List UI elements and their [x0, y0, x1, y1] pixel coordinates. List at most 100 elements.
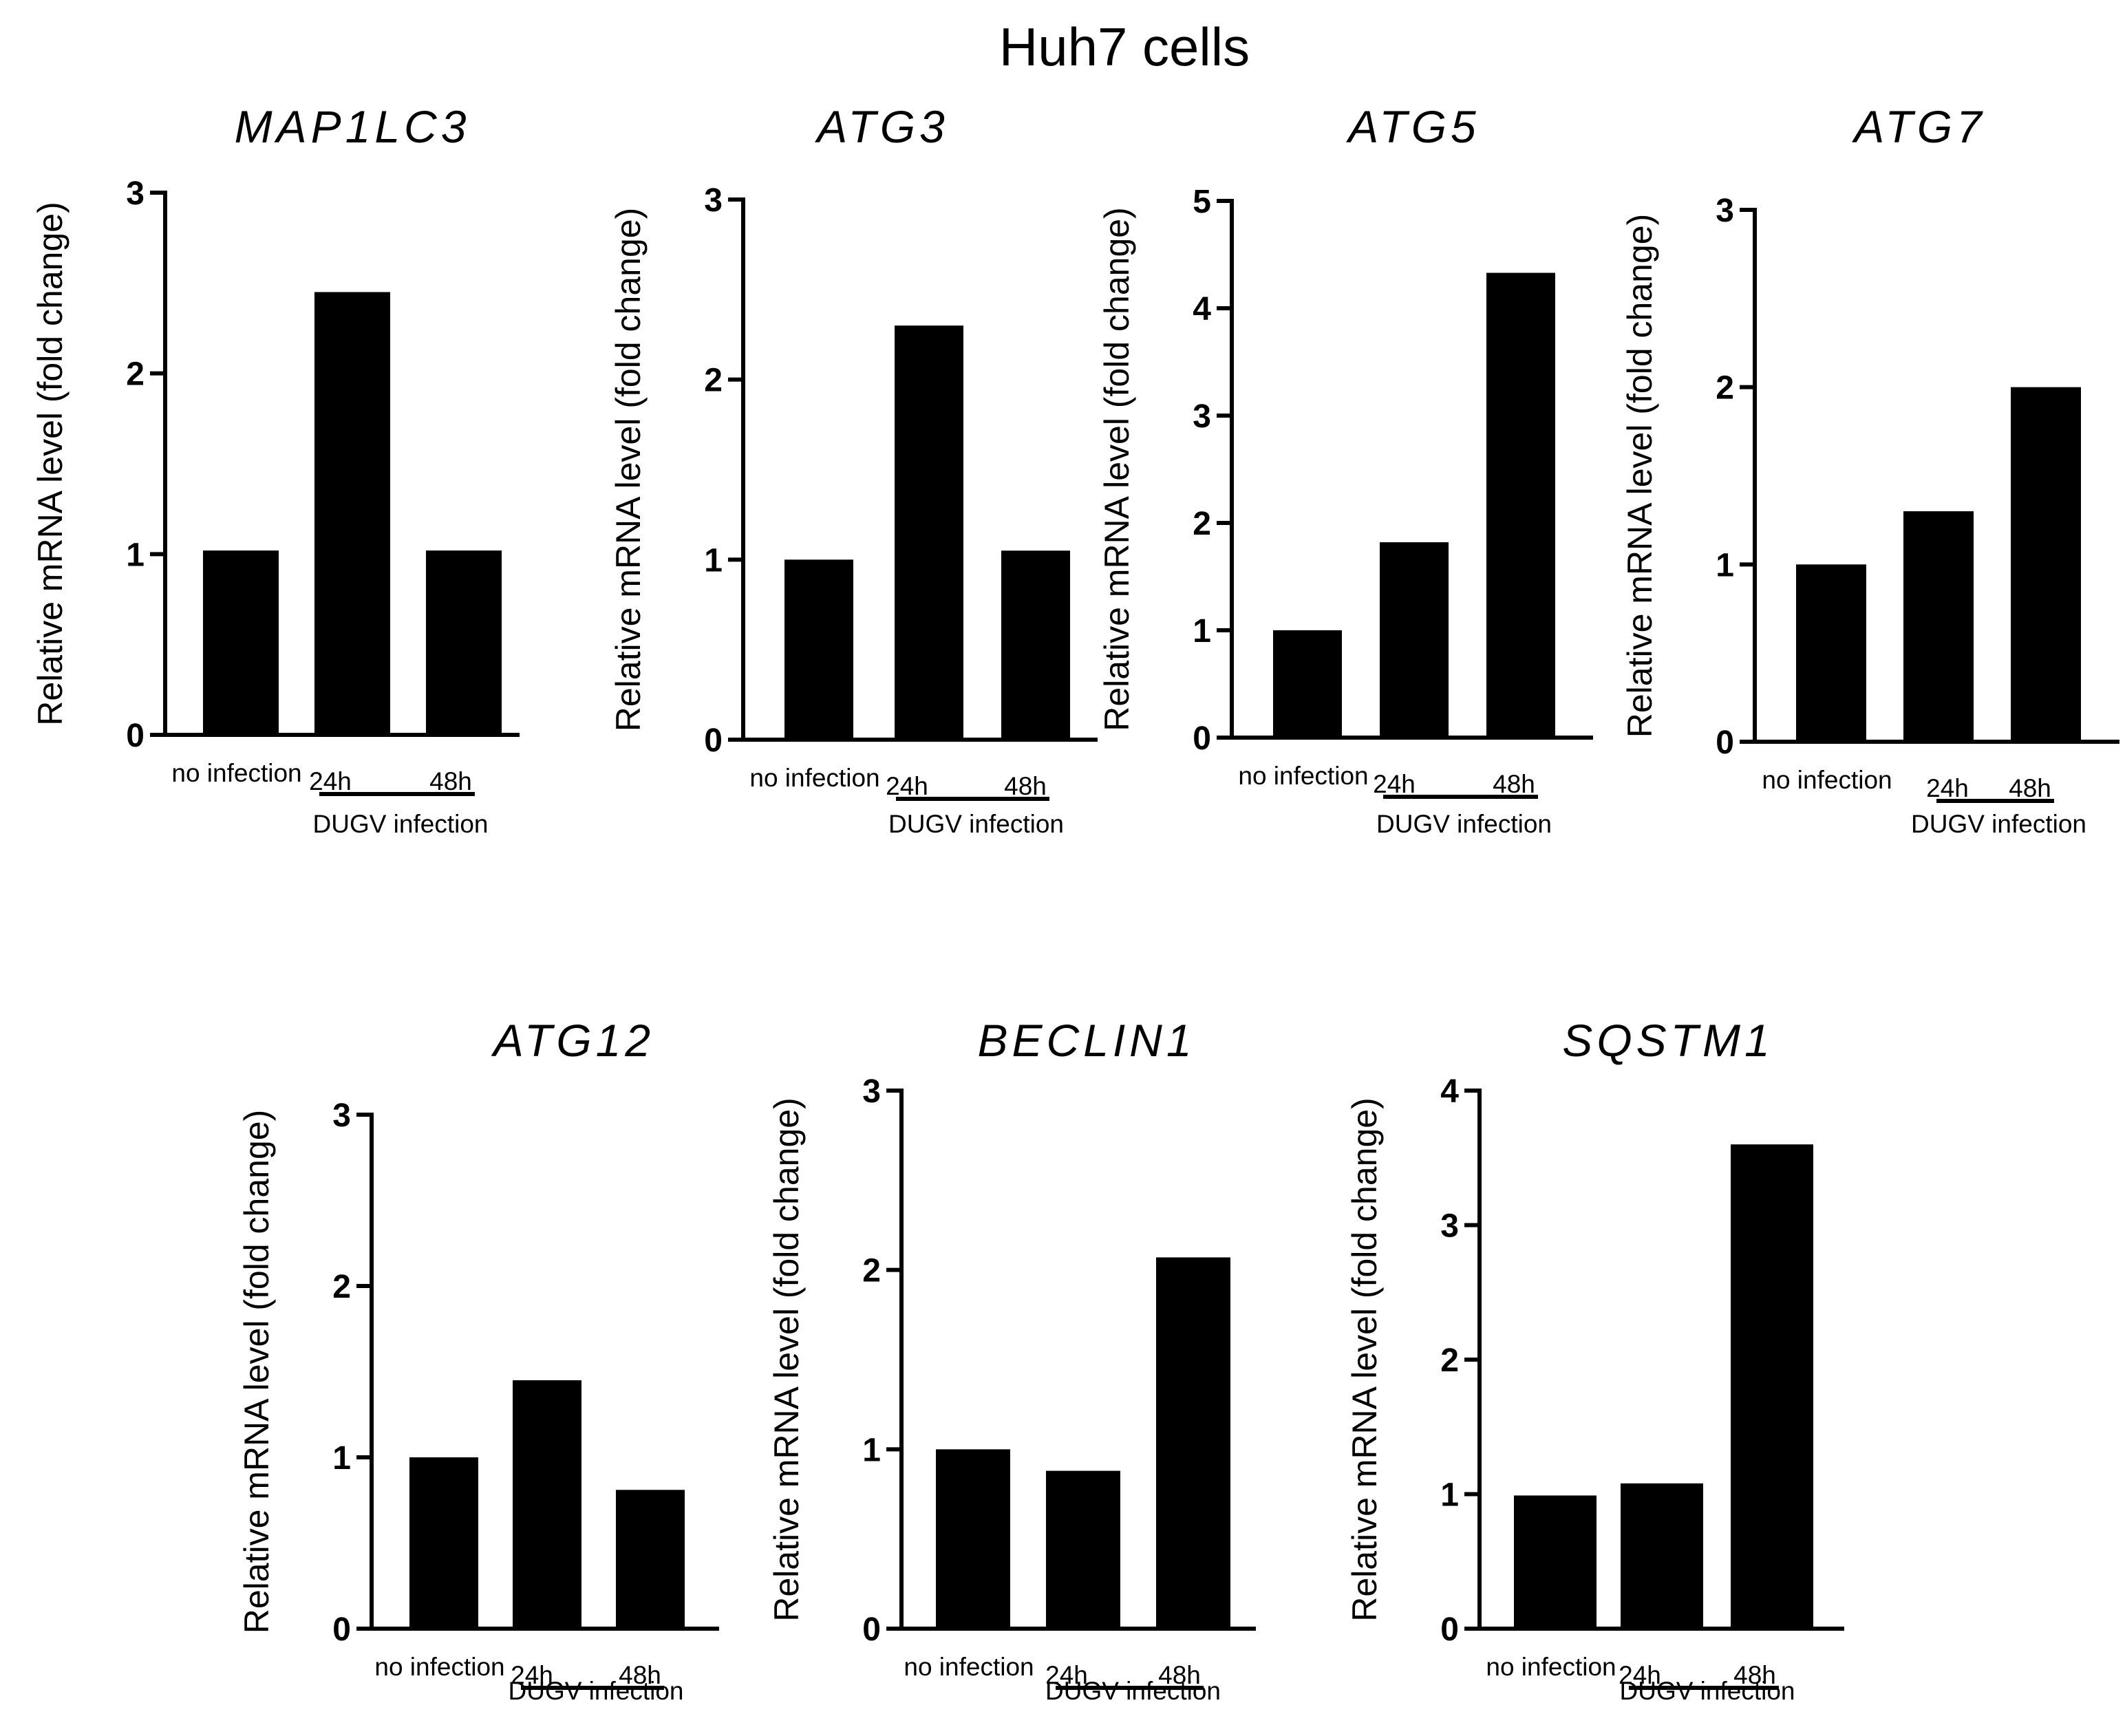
- bar: [409, 1457, 478, 1629]
- y-tick-label: 0: [1193, 720, 1211, 757]
- y-tick-label: 4: [1193, 291, 1211, 328]
- y-tick-label: 0: [1716, 725, 1734, 761]
- y-axis-label: Relative mRNA level (fold change): [31, 202, 70, 725]
- bar: [314, 292, 390, 735]
- y-tick-label: 0: [332, 1611, 351, 1648]
- y-tick-label: 1: [332, 1440, 351, 1477]
- y-tick-label: 2: [332, 1269, 351, 1305]
- bar: [1621, 1483, 1703, 1629]
- category-label: no infection: [171, 759, 301, 787]
- bar: [1380, 542, 1449, 738]
- y-tick-label: 2: [1716, 370, 1734, 407]
- group-label: DUGV infection: [1376, 810, 1552, 838]
- group-label: DUGV infection: [509, 1677, 684, 1705]
- group-label: DUGV infection: [1620, 1677, 1795, 1705]
- bar: [895, 325, 963, 740]
- chart-panel-6: BECLIN1 0 1 2 3 Relative mRNA level (fold cha…: [767, 1015, 1256, 1705]
- category-label: 48h: [1493, 770, 1535, 798]
- bar: [784, 559, 853, 740]
- bar: [1156, 1257, 1230, 1629]
- category-label: no infection: [904, 1653, 1034, 1681]
- category-label: 48h: [429, 767, 472, 795]
- category-label: 24h: [1373, 770, 1416, 798]
- y-tick-label: 3: [1193, 398, 1211, 435]
- chart-panel-2: ATG3 0 1 2 3 Relative mRNA level (fold change…: [609, 101, 1098, 838]
- category-label: no infection: [1238, 762, 1368, 790]
- y-tick-label: 2: [126, 356, 145, 393]
- y-tick-label: 1: [704, 542, 723, 579]
- group-label: DUGV infection: [888, 810, 1064, 838]
- category-label: 48h: [1733, 1661, 1776, 1689]
- y-axis-label: Relative mRNA level (fold change): [609, 208, 648, 731]
- chart-panel-3: ATG5 0 1 2 3 4 5 Relative mRNA level (fold chan…: [1098, 101, 1593, 838]
- y-tick-label: 2: [862, 1253, 881, 1289]
- category-label: no infection: [1486, 1653, 1616, 1681]
- chart-panel-5: ATG12 0 1 2 3 Relative mRNA level (fold chang…: [237, 1015, 719, 1705]
- chart-panel-1: MAP1LC3 0 1 2 3 Relative mRNA level (fold cha…: [31, 101, 520, 838]
- y-tick-label: 1: [1440, 1477, 1459, 1514]
- bar: [2011, 387, 2081, 742]
- figure-title: Huh7 cells: [999, 17, 1250, 77]
- category-label: 48h: [1004, 772, 1047, 800]
- chart-title: ATG5: [1345, 101, 1480, 152]
- y-tick-label: 3: [126, 175, 145, 212]
- y-tick-label: 2: [704, 363, 723, 399]
- category-label: 24h: [1926, 774, 1969, 802]
- bar: [1903, 511, 1974, 742]
- y-tick-label: 1: [1193, 613, 1211, 650]
- y-tick-label: 0: [126, 718, 145, 754]
- y-tick-label: 2: [1193, 506, 1211, 542]
- y-tick-label: 3: [1440, 1208, 1459, 1245]
- y-tick-label: 3: [862, 1073, 881, 1110]
- y-tick-label: 3: [1716, 193, 1734, 229]
- chart-title: BECLIN1: [977, 1015, 1195, 1066]
- category-label: 24h: [1045, 1661, 1088, 1689]
- bar: [1514, 1495, 1597, 1629]
- y-tick-label: 0: [862, 1611, 881, 1648]
- category-label: 48h: [619, 1661, 661, 1689]
- y-tick-label: 4: [1440, 1073, 1459, 1110]
- y-axis-label: Relative mRNA level (fold change): [1345, 1097, 1384, 1621]
- y-axis-label: Relative mRNA level (fold change): [767, 1097, 806, 1621]
- category-label: no infection: [374, 1653, 504, 1681]
- chart-panel-4: ATG7 0 1 2 3 Relative mRNA level (fold change…: [1621, 101, 2119, 838]
- category-label: 24h: [309, 767, 352, 795]
- bar: [936, 1449, 1010, 1629]
- y-tick-label: 1: [862, 1432, 881, 1468]
- bar: [1273, 630, 1342, 738]
- category-label: 24h: [886, 772, 928, 800]
- bar: [1796, 564, 1866, 742]
- y-axis-label: Relative mRNA level (fold change): [1621, 214, 1659, 738]
- bar: [616, 1490, 685, 1629]
- bar: [1731, 1144, 1813, 1629]
- y-axis-label: Relative mRNA level (fold change): [237, 1110, 276, 1633]
- bar: [426, 550, 502, 735]
- category-label: 48h: [1158, 1661, 1201, 1689]
- bar: [1001, 550, 1070, 740]
- y-tick-label: 3: [704, 182, 723, 219]
- chart-title: MAP1LC3: [235, 101, 471, 152]
- chart-title: SQSTM1: [1562, 1015, 1773, 1066]
- category-label: 24h: [1619, 1661, 1661, 1689]
- chart-panel-7: SQSTM1 0 1 2 3 4 Relative mRNA level (fold cha…: [1345, 1015, 1844, 1705]
- y-tick-label: 1: [126, 537, 145, 573]
- bar: [1486, 272, 1555, 738]
- chart-title: ATG3: [814, 101, 948, 152]
- bar: [513, 1380, 581, 1629]
- bar: [1046, 1470, 1120, 1629]
- y-tick-label: 2: [1440, 1342, 1459, 1379]
- y-tick-label: 0: [704, 722, 723, 759]
- chart-title: ATG7: [1851, 101, 1985, 152]
- y-tick-label: 3: [332, 1097, 351, 1134]
- y-tick-label: 0: [1440, 1611, 1459, 1648]
- category-label: no infection: [1762, 766, 1892, 794]
- category-label: 48h: [2009, 774, 2051, 802]
- category-label: 24h: [511, 1661, 553, 1689]
- y-axis-label: Relative mRNA level (fold change): [1098, 207, 1136, 731]
- y-tick-label: 1: [1716, 547, 1734, 583]
- y-tick-label: 5: [1193, 184, 1211, 220]
- chart-title: ATG12: [491, 1015, 654, 1066]
- bar: [203, 550, 279, 735]
- category-label: no infection: [749, 764, 879, 792]
